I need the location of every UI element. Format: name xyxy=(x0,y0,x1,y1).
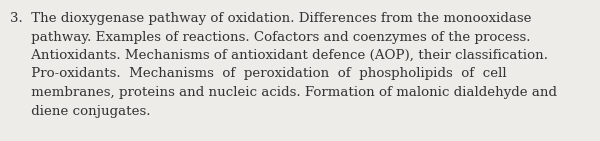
Text: diene conjugates.: diene conjugates. xyxy=(10,104,151,117)
Text: Antioxidants. Mechanisms of antioxidant defence (AOP), their classification.: Antioxidants. Mechanisms of antioxidant … xyxy=(10,49,548,62)
Text: Pro-oxidants.  Mechanisms  of  peroxidation  of  phospholipids  of  cell: Pro-oxidants. Mechanisms of peroxidation… xyxy=(10,68,506,81)
Text: membranes, proteins and nucleic acids. Formation of malonic dialdehyde and: membranes, proteins and nucleic acids. F… xyxy=(10,86,557,99)
Text: pathway. Examples of reactions. Cofactors and coenzymes of the process.: pathway. Examples of reactions. Cofactor… xyxy=(10,30,530,44)
Text: 3.  The dioxygenase pathway of oxidation. Differences from the monooxidase: 3. The dioxygenase pathway of oxidation.… xyxy=(10,12,532,25)
